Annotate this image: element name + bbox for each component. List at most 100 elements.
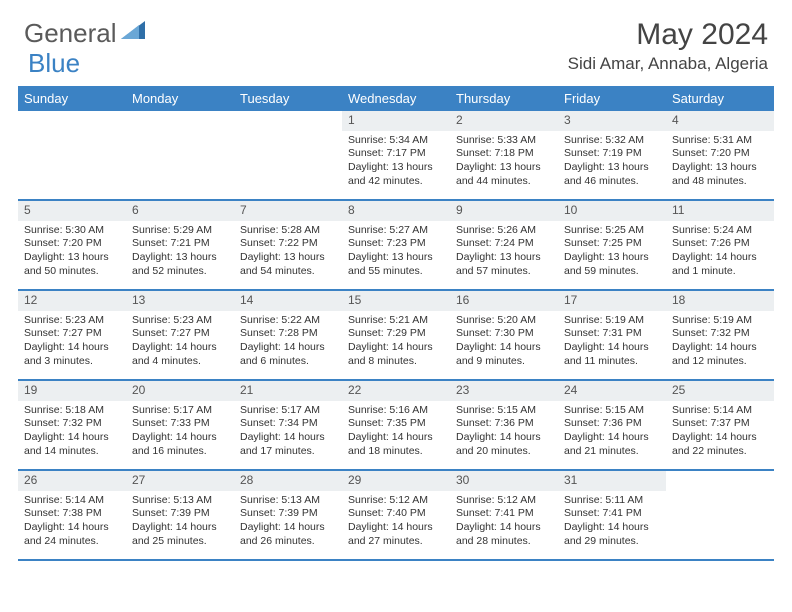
day-body: Sunrise: 5:23 AMSunset: 7:27 PMDaylight:… bbox=[126, 311, 234, 374]
sunrise-text: Sunrise: 5:25 AM bbox=[564, 224, 660, 238]
day-body: Sunrise: 5:13 AMSunset: 7:39 PMDaylight:… bbox=[234, 491, 342, 554]
daylight-text: Daylight: 13 hours and 52 minutes. bbox=[132, 251, 228, 278]
day-cell: 6Sunrise: 5:29 AMSunset: 7:21 PMDaylight… bbox=[126, 201, 234, 289]
day-number: 5 bbox=[18, 201, 126, 221]
daylight-text: Daylight: 14 hours and 16 minutes. bbox=[132, 431, 228, 458]
day-cell: 19Sunrise: 5:18 AMSunset: 7:32 PMDayligh… bbox=[18, 381, 126, 469]
sunrise-text: Sunrise: 5:23 AM bbox=[132, 314, 228, 328]
sunrise-text: Sunrise: 5:14 AM bbox=[672, 404, 768, 418]
day-number: 28 bbox=[234, 471, 342, 491]
sunrise-text: Sunrise: 5:17 AM bbox=[132, 404, 228, 418]
sunrise-text: Sunrise: 5:13 AM bbox=[132, 494, 228, 508]
daylight-text: Daylight: 14 hours and 29 minutes. bbox=[564, 521, 660, 548]
day-number: 18 bbox=[666, 291, 774, 311]
sunrise-text: Sunrise: 5:11 AM bbox=[564, 494, 660, 508]
sunrise-text: Sunrise: 5:22 AM bbox=[240, 314, 336, 328]
day-number: 25 bbox=[666, 381, 774, 401]
sunset-text: Sunset: 7:21 PM bbox=[132, 237, 228, 251]
day-number: 11 bbox=[666, 201, 774, 221]
day-body: Sunrise: 5:32 AMSunset: 7:19 PMDaylight:… bbox=[558, 131, 666, 194]
month-title: May 2024 bbox=[568, 18, 768, 52]
day-body: Sunrise: 5:25 AMSunset: 7:25 PMDaylight:… bbox=[558, 221, 666, 284]
daylight-text: Daylight: 13 hours and 55 minutes. bbox=[348, 251, 444, 278]
day-number: 23 bbox=[450, 381, 558, 401]
sunset-text: Sunset: 7:40 PM bbox=[348, 507, 444, 521]
day-cell: 7Sunrise: 5:28 AMSunset: 7:22 PMDaylight… bbox=[234, 201, 342, 289]
sunrise-text: Sunrise: 5:27 AM bbox=[348, 224, 444, 238]
day-cell: 18Sunrise: 5:19 AMSunset: 7:32 PMDayligh… bbox=[666, 291, 774, 379]
day-cell: 26Sunrise: 5:14 AMSunset: 7:38 PMDayligh… bbox=[18, 471, 126, 559]
day-cell: 0--- bbox=[126, 111, 234, 199]
daylight-text: Daylight: 13 hours and 54 minutes. bbox=[240, 251, 336, 278]
day-cell: 17Sunrise: 5:19 AMSunset: 7:31 PMDayligh… bbox=[558, 291, 666, 379]
day-cell: 10Sunrise: 5:25 AMSunset: 7:25 PMDayligh… bbox=[558, 201, 666, 289]
day-body: Sunrise: 5:12 AMSunset: 7:40 PMDaylight:… bbox=[342, 491, 450, 554]
sunrise-text: Sunrise: 5:23 AM bbox=[24, 314, 120, 328]
day-cell: 13Sunrise: 5:23 AMSunset: 7:27 PMDayligh… bbox=[126, 291, 234, 379]
daylight-text: Daylight: 14 hours and 11 minutes. bbox=[564, 341, 660, 368]
sunrise-text: Sunrise: 5:17 AM bbox=[240, 404, 336, 418]
day-number: 24 bbox=[558, 381, 666, 401]
sunset-text: Sunset: 7:36 PM bbox=[456, 417, 552, 431]
day-body: Sunrise: 5:24 AMSunset: 7:26 PMDaylight:… bbox=[666, 221, 774, 284]
day-body: Sunrise: 5:33 AMSunset: 7:18 PMDaylight:… bbox=[450, 131, 558, 194]
day-number: 20 bbox=[126, 381, 234, 401]
day-cell: 20Sunrise: 5:17 AMSunset: 7:33 PMDayligh… bbox=[126, 381, 234, 469]
day-body: Sunrise: 5:15 AMSunset: 7:36 PMDaylight:… bbox=[450, 401, 558, 464]
daylight-text: Daylight: 14 hours and 20 minutes. bbox=[456, 431, 552, 458]
sunrise-text: Sunrise: 5:19 AM bbox=[564, 314, 660, 328]
day-number: 13 bbox=[126, 291, 234, 311]
day-cell: 8Sunrise: 5:27 AMSunset: 7:23 PMDaylight… bbox=[342, 201, 450, 289]
daylight-text: Daylight: 14 hours and 4 minutes. bbox=[132, 341, 228, 368]
sunset-text: Sunset: 7:28 PM bbox=[240, 327, 336, 341]
day-cell: 2Sunrise: 5:33 AMSunset: 7:18 PMDaylight… bbox=[450, 111, 558, 199]
daylight-text: Daylight: 14 hours and 12 minutes. bbox=[672, 341, 768, 368]
day-body: Sunrise: 5:15 AMSunset: 7:36 PMDaylight:… bbox=[558, 401, 666, 464]
daylight-text: Daylight: 14 hours and 17 minutes. bbox=[240, 431, 336, 458]
day-cell: 0--- bbox=[18, 111, 126, 199]
week-row: 12Sunrise: 5:23 AMSunset: 7:27 PMDayligh… bbox=[18, 291, 774, 381]
day-body: Sunrise: 5:13 AMSunset: 7:39 PMDaylight:… bbox=[126, 491, 234, 554]
day-cell: 29Sunrise: 5:12 AMSunset: 7:40 PMDayligh… bbox=[342, 471, 450, 559]
sunrise-text: Sunrise: 5:12 AM bbox=[348, 494, 444, 508]
sunrise-text: Sunrise: 5:33 AM bbox=[456, 134, 552, 148]
sunset-text: Sunset: 7:35 PM bbox=[348, 417, 444, 431]
daylight-text: Daylight: 14 hours and 26 minutes. bbox=[240, 521, 336, 548]
day-body: Sunrise: 5:20 AMSunset: 7:30 PMDaylight:… bbox=[450, 311, 558, 374]
sunset-text: Sunset: 7:31 PM bbox=[564, 327, 660, 341]
daylight-text: Daylight: 14 hours and 3 minutes. bbox=[24, 341, 120, 368]
day-number: 22 bbox=[342, 381, 450, 401]
day-body: Sunrise: 5:17 AMSunset: 7:33 PMDaylight:… bbox=[126, 401, 234, 464]
day-number: 6 bbox=[126, 201, 234, 221]
day-number: 3 bbox=[558, 111, 666, 131]
day-body: Sunrise: 5:29 AMSunset: 7:21 PMDaylight:… bbox=[126, 221, 234, 284]
day-cell: 16Sunrise: 5:20 AMSunset: 7:30 PMDayligh… bbox=[450, 291, 558, 379]
day-body: Sunrise: 5:12 AMSunset: 7:41 PMDaylight:… bbox=[450, 491, 558, 554]
day-cell: 25 Sunrise: 5:14 AMSunset: 7:37 PMDayligh… bbox=[666, 381, 774, 469]
daylight-text: Daylight: 14 hours and 28 minutes. bbox=[456, 521, 552, 548]
day-number: 7 bbox=[234, 201, 342, 221]
sunrise-text: Sunrise: 5:13 AM bbox=[240, 494, 336, 508]
sunset-text: Sunset: 7:37 PM bbox=[672, 417, 768, 431]
sunset-text: Sunset: 7:20 PM bbox=[24, 237, 120, 251]
sunset-text: Sunset: 7:27 PM bbox=[24, 327, 120, 341]
day-number: 2 bbox=[450, 111, 558, 131]
sunrise-text: Sunrise: 5:18 AM bbox=[24, 404, 120, 418]
daylight-text: Daylight: 14 hours and 1 minute. bbox=[672, 251, 768, 278]
day-body: Sunrise: 5:31 AMSunset: 7:20 PMDaylight:… bbox=[666, 131, 774, 194]
sunset-text: Sunset: 7:39 PM bbox=[132, 507, 228, 521]
weekday-header-row: SundayMondayTuesdayWednesdayThursdayFrid… bbox=[18, 86, 774, 111]
sunrise-text: Sunrise: 5:31 AM bbox=[672, 134, 768, 148]
day-body: Sunrise: 5:30 AMSunset: 7:20 PMDaylight:… bbox=[18, 221, 126, 284]
sunset-text: Sunset: 7:41 PM bbox=[564, 507, 660, 521]
weekday-header: Sunday bbox=[18, 86, 126, 111]
day-body: Sunrise: 5:17 AMSunset: 7:34 PMDaylight:… bbox=[234, 401, 342, 464]
daylight-text: Daylight: 14 hours and 22 minutes. bbox=[672, 431, 768, 458]
day-cell: 27Sunrise: 5:13 AMSunset: 7:39 PMDayligh… bbox=[126, 471, 234, 559]
location: Sidi Amar, Annaba, Algeria bbox=[568, 54, 768, 74]
day-body: Sunrise: 5:19 AMSunset: 7:31 PMDaylight:… bbox=[558, 311, 666, 374]
sunset-text: Sunset: 7:38 PM bbox=[24, 507, 120, 521]
sunset-text: Sunset: 7:41 PM bbox=[456, 507, 552, 521]
sunrise-text: Sunrise: 5:29 AM bbox=[132, 224, 228, 238]
week-row: 19Sunrise: 5:18 AMSunset: 7:32 PMDayligh… bbox=[18, 381, 774, 471]
